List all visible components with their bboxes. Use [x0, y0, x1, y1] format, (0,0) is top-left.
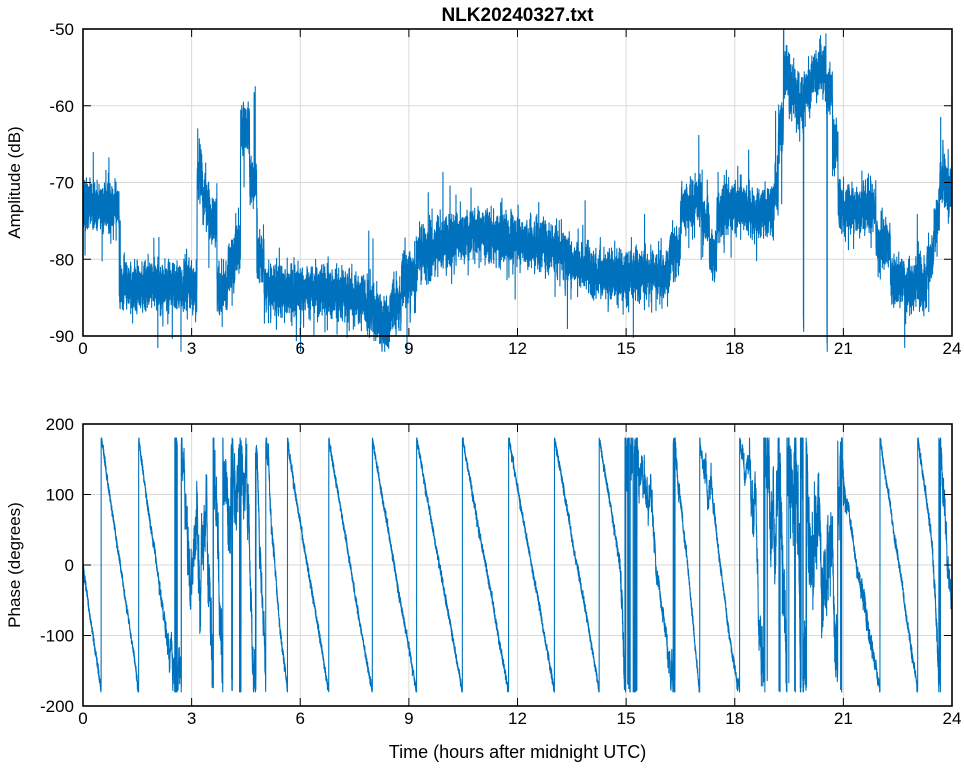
svg-text:-50: -50: [49, 20, 74, 39]
svg-text:12: 12: [508, 709, 527, 728]
svg-text:18: 18: [725, 339, 744, 358]
svg-text:-70: -70: [49, 174, 74, 193]
svg-text:200: 200: [46, 415, 74, 434]
svg-text:-80: -80: [49, 250, 74, 269]
svg-text:3: 3: [187, 339, 196, 358]
svg-text:9: 9: [404, 339, 413, 358]
svg-text:0: 0: [78, 709, 87, 728]
svg-text:18: 18: [725, 709, 744, 728]
svg-text:3: 3: [187, 709, 196, 728]
svg-text:15: 15: [617, 709, 636, 728]
svg-text:0: 0: [65, 556, 74, 575]
svg-text:24: 24: [943, 339, 962, 358]
svg-text:9: 9: [404, 709, 413, 728]
svg-text:6: 6: [296, 709, 305, 728]
svg-text:21: 21: [834, 339, 853, 358]
svg-text:NLK20240327.txt: NLK20240327.txt: [441, 5, 594, 26]
svg-text:Phase (degrees): Phase (degrees): [5, 502, 24, 628]
svg-text:6: 6: [296, 339, 305, 358]
svg-text:-100: -100: [40, 627, 74, 646]
svg-text:0: 0: [78, 339, 87, 358]
svg-text:15: 15: [617, 339, 636, 358]
svg-text:12: 12: [508, 339, 527, 358]
svg-text:-200: -200: [40, 697, 74, 716]
svg-text:-90: -90: [49, 327, 74, 346]
svg-text:Time (hours after midnight UTC: Time (hours after midnight UTC): [389, 742, 646, 762]
svg-text:24: 24: [943, 709, 962, 728]
svg-text:21: 21: [834, 709, 853, 728]
svg-text:Amplitude (dB): Amplitude (dB): [5, 126, 24, 238]
svg-text:-60: -60: [49, 97, 74, 116]
svg-text:100: 100: [46, 486, 74, 505]
